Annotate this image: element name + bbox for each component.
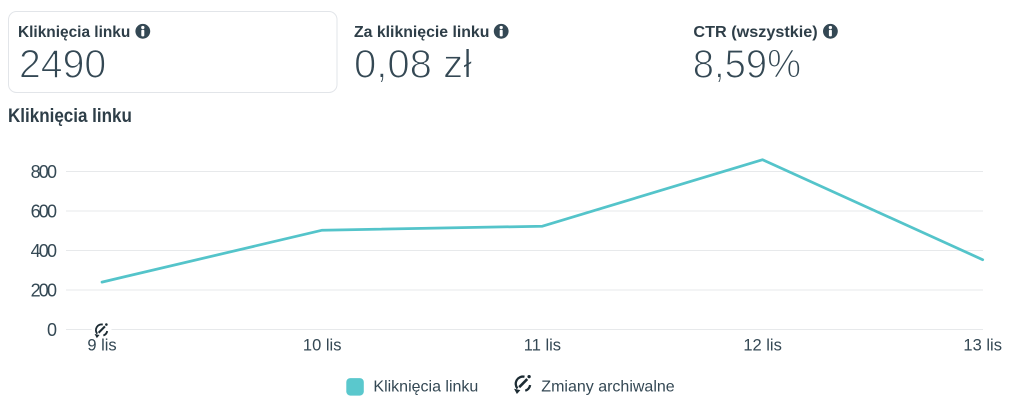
- svg-text:9 lis: 9 lis: [87, 337, 116, 355]
- svg-text:200: 200: [31, 280, 57, 300]
- svg-text:8,59%: 8,59%: [693, 43, 801, 87]
- svg-text:400: 400: [31, 241, 57, 261]
- svg-text:Za kliknięcie linku: Za kliknięcie linku: [354, 24, 489, 41]
- svg-text:CTR (wszystkie): CTR (wszystkie): [693, 24, 817, 41]
- svg-text:12 lis: 12 lis: [743, 337, 782, 355]
- svg-text:10 lis: 10 lis: [303, 337, 342, 355]
- svg-text:11 lis: 11 lis: [524, 337, 561, 355]
- svg-text:600: 600: [31, 201, 57, 221]
- svg-text:800: 800: [31, 162, 57, 182]
- svg-text:13 lis: 13 lis: [963, 337, 1002, 355]
- svg-text:0: 0: [47, 320, 57, 340]
- svg-text:2490: 2490: [19, 43, 106, 87]
- svg-text:Kliknięcia linku: Kliknięcia linku: [8, 105, 132, 127]
- svg-text:Kliknięcia linku: Kliknięcia linku: [18, 24, 130, 41]
- svg-text:0,08 zł: 0,08 zł: [354, 43, 472, 87]
- svg-text:Zmiany archiwalne: Zmiany archiwalne: [541, 378, 674, 395]
- svg-text:Kliknięcia linku: Kliknięcia linku: [373, 378, 478, 395]
